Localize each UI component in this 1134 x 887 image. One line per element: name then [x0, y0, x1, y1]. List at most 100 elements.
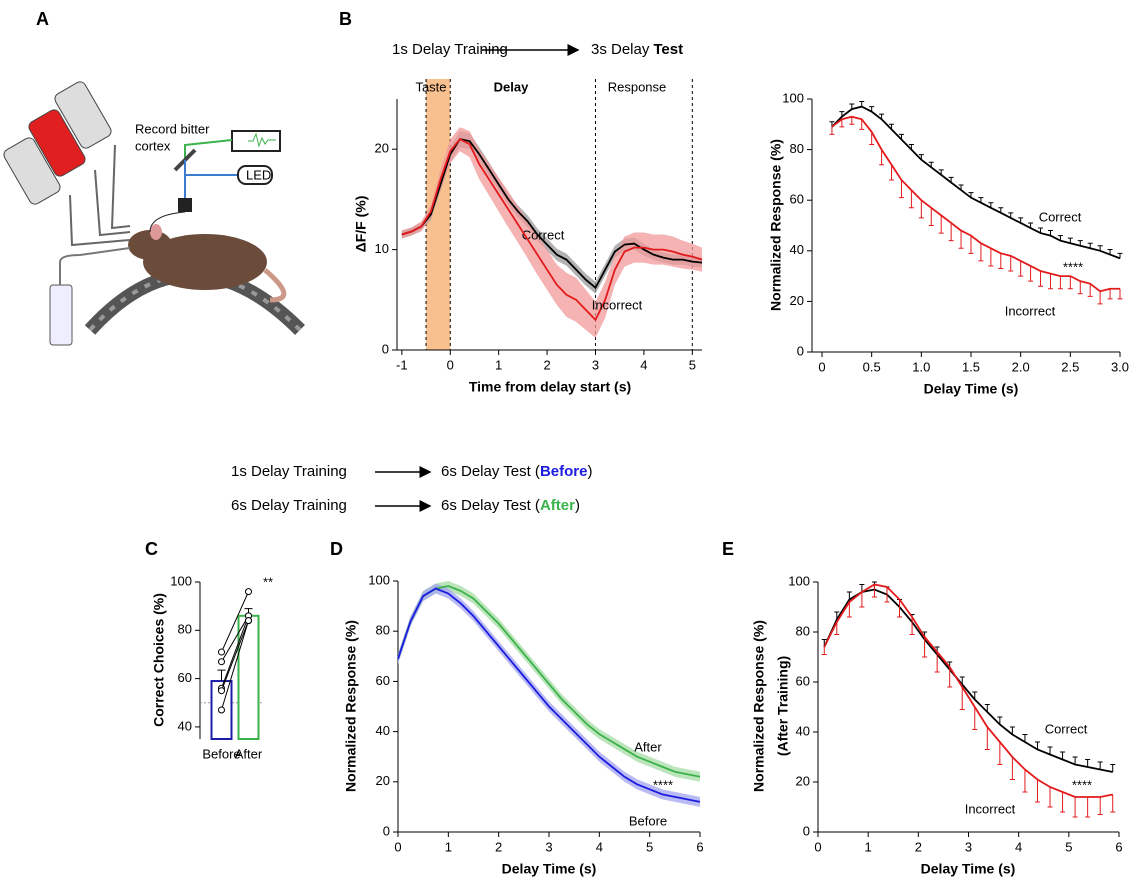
- x-tick-label: 5: [689, 357, 696, 372]
- error-bar: [968, 235, 974, 254]
- subject-line: [221, 591, 249, 653]
- y-tick-label: 60: [796, 673, 810, 688]
- header-part: 6s Delay Test (: [441, 463, 540, 480]
- header: 6s Delay Training: [231, 497, 347, 514]
- error-bar: [849, 116, 855, 125]
- x-axis-label: Delay Time (s): [924, 381, 1019, 397]
- subject-point: [218, 648, 225, 656]
- error-bar: [846, 591, 852, 600]
- x-tick-label: 0: [814, 839, 821, 854]
- error-bar: [908, 190, 914, 209]
- y-tick-label: 0: [803, 823, 810, 838]
- error-bar: [958, 230, 964, 249]
- series-label: Correct: [1045, 721, 1088, 736]
- error-bar: [938, 215, 944, 234]
- error-bar: [1009, 726, 1015, 735]
- subject-point: [218, 658, 225, 666]
- panel-label: C: [145, 539, 158, 559]
- x-tick-label: 6: [1115, 839, 1122, 854]
- series-label: Incorrect: [592, 297, 643, 312]
- error-bar: [1110, 764, 1116, 772]
- error-bar: [1018, 260, 1024, 277]
- error-bar: [889, 164, 895, 181]
- error-bar: [871, 584, 877, 598]
- annotation: ****: [1063, 259, 1083, 274]
- phase-label: Response: [608, 79, 667, 94]
- series-line: [831, 115, 1120, 293]
- error-bar: [1022, 734, 1028, 742]
- y-tick-label: 80: [376, 623, 390, 638]
- error-bar: [869, 131, 875, 146]
- y-tick-label: 80: [796, 623, 810, 638]
- annotation: ****: [1072, 777, 1092, 792]
- error-bar: [839, 119, 845, 128]
- mouse-ear: [150, 224, 162, 240]
- error-bar: [897, 599, 903, 618]
- error-bar: [998, 253, 1004, 270]
- x-tick-label: 5: [646, 839, 653, 854]
- error-bar: [988, 248, 994, 267]
- x-tick-label: 4: [1015, 839, 1022, 854]
- error-bar: [922, 637, 928, 658]
- x-tick-label: 0: [818, 359, 825, 374]
- label: LED: [246, 167, 271, 182]
- error-bar: [1034, 741, 1040, 750]
- series-line: [401, 138, 703, 322]
- series-label: After: [634, 739, 662, 754]
- subject-line: [221, 615, 249, 662]
- error-bar: [1107, 288, 1113, 300]
- y-tick-label: 80: [790, 141, 804, 156]
- x-tick-label: 3: [592, 357, 599, 372]
- error-bar: [879, 149, 885, 166]
- y-axis-label: Correct Choices (%): [151, 593, 167, 727]
- x-axis-label: Delay Time (s): [502, 861, 597, 877]
- mouse-tail: [263, 268, 287, 303]
- subject-point: [218, 687, 225, 695]
- x-tick-label: 2.0: [1012, 359, 1030, 374]
- header-emphasis: Test: [653, 41, 683, 58]
- error-bar: [1117, 288, 1123, 300]
- phase-label: Delay: [494, 79, 529, 94]
- error-bar: [898, 179, 904, 199]
- series-line: [823, 583, 1113, 798]
- x-tick-label: -1: [396, 357, 408, 372]
- series-line: [823, 588, 1113, 773]
- x-tick-label: 0: [394, 839, 401, 854]
- y-tick-label: 40: [790, 242, 804, 257]
- y-tick-label: 0: [797, 343, 804, 358]
- x-tick-label: After: [235, 746, 263, 761]
- x-tick-label: 3: [965, 839, 972, 854]
- annotation: **: [263, 574, 273, 589]
- x-tick-label: 3.0: [1111, 359, 1129, 374]
- y-tick-label: 100: [368, 572, 390, 587]
- x-tick-label: 1: [865, 839, 872, 854]
- error-bar: [1067, 276, 1073, 290]
- series-label: Correct: [522, 227, 565, 242]
- error-bar: [1060, 792, 1066, 813]
- y-tick-label: 20: [376, 773, 390, 788]
- x-tick-label: 4: [596, 839, 603, 854]
- x-tick-label: 2: [495, 839, 502, 854]
- error-bar: [1085, 797, 1091, 818]
- trace-icon: [248, 132, 276, 148]
- x-tick-label: 4: [640, 357, 647, 372]
- error-bar: [1097, 761, 1103, 770]
- header: 6s Delay Test (After): [441, 497, 580, 514]
- y-tick-label: 40: [178, 718, 192, 733]
- error-bar: [1047, 273, 1053, 290]
- series-label: Incorrect: [1005, 303, 1056, 318]
- y-tick-label: 40: [796, 723, 810, 738]
- x-tick-label: 0.5: [863, 359, 881, 374]
- error-bar: [1087, 283, 1093, 297]
- header-part: 6s Delay Test (: [441, 497, 540, 514]
- error-bar: [821, 647, 827, 655]
- series-line: [831, 105, 1121, 260]
- error-bar: [918, 200, 924, 219]
- y-tick-label: 0: [382, 341, 389, 356]
- tubes: [69, 144, 131, 247]
- phase-label: Taste: [415, 79, 446, 94]
- header-part: 3s Delay: [591, 41, 650, 58]
- x-axis-label: Time from delay start (s): [469, 379, 631, 395]
- header-part: ): [587, 463, 592, 480]
